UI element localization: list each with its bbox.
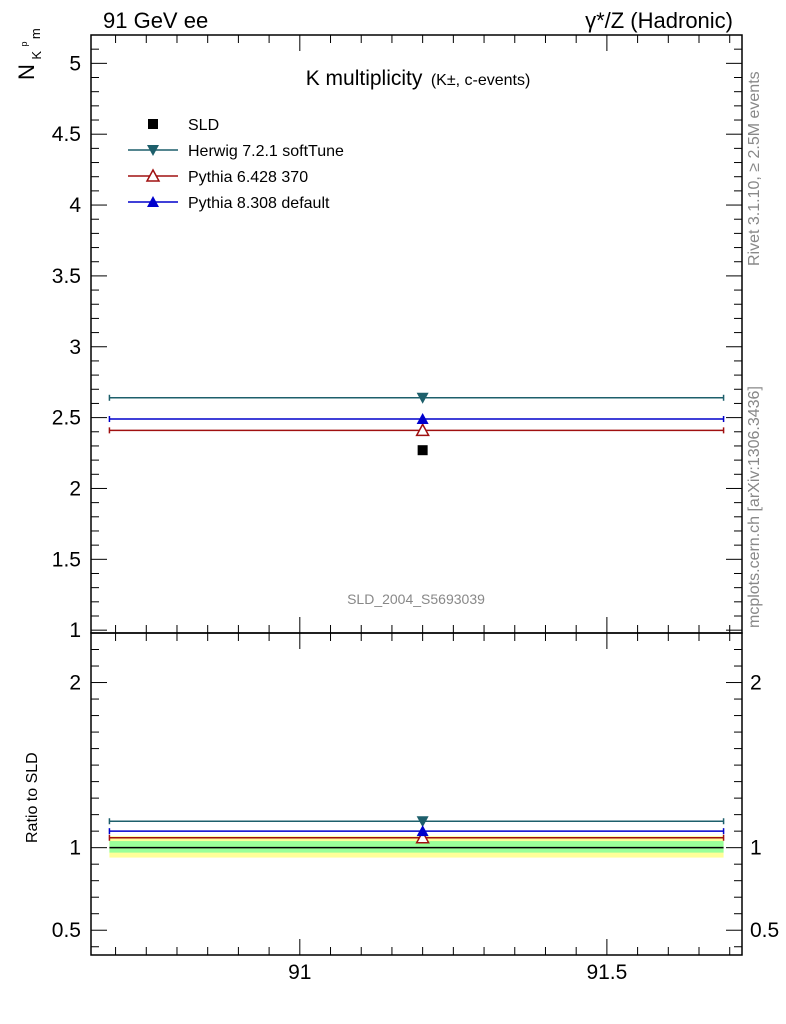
y-tick-label: 3.5	[52, 265, 81, 288]
header-left: 91 GeV ee	[103, 8, 208, 33]
y-tick-label: 2	[69, 672, 81, 695]
y-tick-label-right: 2	[750, 672, 762, 695]
main-ylabel-sup: p	[19, 42, 29, 47]
chart-title: K multiplicity (K±, c-events)	[306, 67, 531, 90]
legend-marker	[145, 168, 161, 182]
legend-marker	[148, 119, 158, 129]
legend-marker	[147, 196, 159, 207]
data-point	[416, 392, 429, 404]
main-ylabel-base: N	[14, 64, 39, 80]
ratio-point	[416, 825, 429, 837]
header-right: γ*/Z (Hadronic)	[585, 8, 733, 33]
legend-marker	[147, 145, 159, 156]
main-ylabel-sub: K	[29, 51, 44, 60]
legend: SLD Herwig 7.2.1 softTune Pythia 6.428 370…	[128, 117, 344, 212]
y-tick-label: 2.5	[52, 407, 81, 430]
y-tick-label: 0.5	[52, 919, 81, 942]
legend-label: Pythia 6.428 370	[188, 169, 308, 186]
mcplots-label: mcplots.cern.ch [arXiv:1306.3436]	[746, 386, 763, 628]
ratio-point	[416, 816, 429, 828]
ratio-ylabel: Ratio to SLD	[24, 752, 41, 843]
main-ylabel: N K p m	[14, 28, 45, 80]
y-tick-label: 2	[69, 477, 81, 500]
chart-title-main: K multiplicity	[306, 67, 423, 90]
y-tick-label: 1	[69, 619, 81, 642]
y-tick-label: 1	[69, 837, 81, 860]
x-tick-label: 91.5	[586, 961, 627, 984]
chart-title-sub: (K±, c-events)	[431, 72, 530, 89]
y-tick-label-right: 0.5	[750, 919, 779, 942]
y-tick-label: 4.5	[52, 123, 81, 146]
legend-label: Herwig 7.2.1 softTune	[188, 143, 344, 160]
legend-label: Pythia 8.308 default	[188, 195, 330, 212]
ratio-point	[415, 830, 430, 844]
y-tick-label: 3	[69, 336, 81, 359]
main-ylabel-tail: m	[28, 28, 43, 39]
y-tick-label-right: 1	[750, 837, 762, 860]
y-tick-label: 5	[69, 52, 81, 75]
analysis-watermark: SLD_2004_S5693039	[347, 591, 485, 607]
data-point	[416, 413, 429, 425]
data-point	[417, 445, 428, 456]
y-tick-label: 1.5	[52, 548, 81, 571]
rivet-version-label: Rivet 3.1.10, ≥ 2.5M events	[746, 71, 763, 266]
main-panel: 1 1.5 2 2.5 3 3.5 4 4.5 5	[52, 34, 743, 642]
y-tick-label: 4	[69, 194, 81, 217]
ratio-panel: 0.5 0.5 1 1 2 2 91 91.5	[52, 632, 779, 984]
ratio-frame	[90, 632, 743, 956]
legend-label: SLD	[188, 117, 219, 134]
uncertainty-band	[109, 841, 724, 853]
x-tick-label: 91	[288, 961, 311, 984]
data-point	[415, 422, 430, 437]
